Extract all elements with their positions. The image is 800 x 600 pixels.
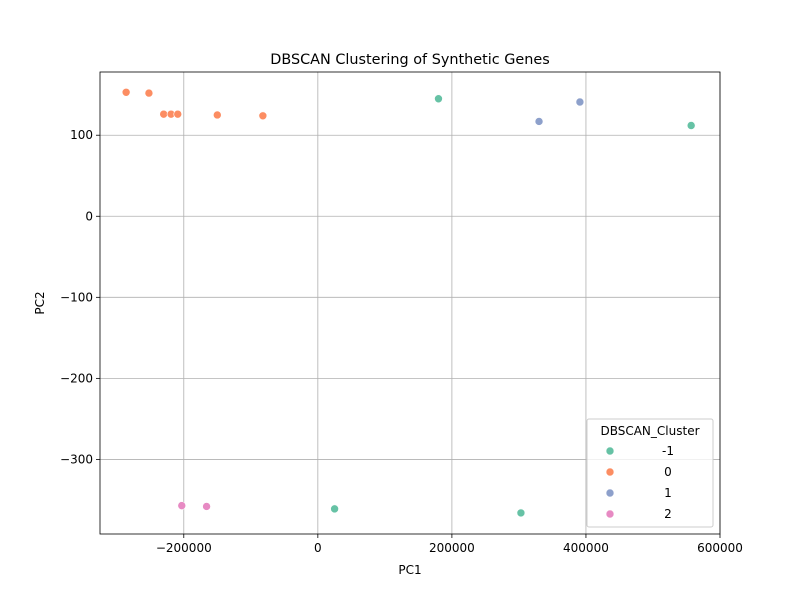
legend-marker: [605, 488, 615, 498]
legend-marker: [605, 467, 615, 477]
data-point-cluster-0: [173, 109, 183, 119]
data-points: [121, 87, 696, 518]
legend-marker: [605, 446, 615, 456]
data-point-cluster-1: [534, 117, 544, 126]
legend: DBSCAN_Cluster -1 0 1 2: [586, 418, 714, 528]
data-point-cluster-noise: [516, 508, 526, 518]
y-axis-label: PC2: [33, 291, 47, 314]
legend-label: -1: [662, 444, 674, 458]
x-tick-label: 200000: [429, 541, 475, 555]
data-point-cluster-2: [202, 502, 211, 511]
legend-box: [586, 418, 714, 528]
y-tick-label: 0: [85, 209, 93, 223]
x-tick-label: 400000: [563, 541, 609, 555]
legend-marker: [605, 509, 615, 519]
data-point-cluster-noise: [434, 94, 443, 104]
data-point-cluster-0: [159, 109, 168, 119]
data-point-cluster-noise: [330, 504, 339, 514]
plot-area-frame: [99, 71, 721, 535]
data-point-cluster-0: [212, 110, 222, 120]
data-point-cluster-2: [177, 501, 187, 510]
y-tick-label: −300: [60, 452, 93, 466]
data-point-cluster-0: [144, 88, 154, 98]
legend-label: 1: [664, 486, 672, 500]
x-axis-label: PC1: [398, 563, 421, 577]
chart-title: DBSCAN Clustering of Synthetic Genes: [270, 52, 549, 68]
x-tick-label: −200000: [156, 541, 212, 555]
x-tick-label: 600000: [697, 541, 743, 555]
y-tick-label: 100: [70, 128, 93, 142]
data-point-cluster-1: [575, 97, 585, 107]
x-tick-label: 0: [314, 541, 322, 555]
legend-items: -1 0 1 2: [605, 444, 674, 521]
data-point-cluster-noise: [686, 121, 696, 130]
legend-title: DBSCAN_Cluster: [600, 424, 699, 438]
data-point-cluster-0: [258, 111, 268, 121]
data-point-cluster-0: [121, 87, 131, 97]
axis-ticks: −200000 0 200000 400000 600000 100 0 −100 −200 −3…: [60, 128, 743, 555]
y-tick-label: −200: [60, 371, 93, 385]
y-tick-label: −100: [60, 290, 93, 304]
legend-label: 2: [664, 507, 672, 521]
legend-label: 0: [664, 465, 672, 479]
